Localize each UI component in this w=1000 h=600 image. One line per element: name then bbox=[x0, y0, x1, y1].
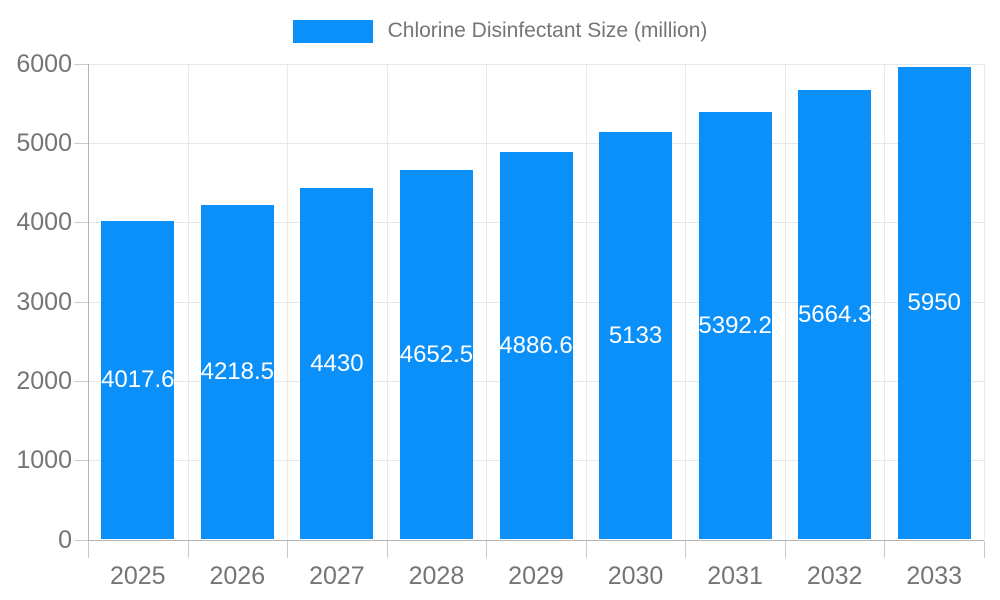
y-axis-line bbox=[88, 63, 89, 540]
x-axis-label-2026: 2026 bbox=[209, 562, 266, 590]
x-axis-tick bbox=[287, 540, 289, 558]
gridline-x bbox=[585, 63, 587, 540]
x-axis-label-2032: 2032 bbox=[806, 562, 863, 590]
y-axis-tick bbox=[74, 380, 88, 382]
x-axis-tick bbox=[187, 540, 189, 558]
bar-value-label: 4017.6 bbox=[101, 366, 175, 394]
x-axis-label-2027: 2027 bbox=[309, 562, 365, 590]
gridline-x bbox=[187, 63, 189, 540]
bar-2031[interactable] bbox=[698, 111, 772, 540]
x-axis-label-2033: 2033 bbox=[906, 562, 963, 590]
y-axis-label: 0 bbox=[58, 525, 72, 554]
x-axis-tick bbox=[486, 540, 488, 558]
y-axis-tick bbox=[74, 539, 88, 541]
x-axis-label-2030: 2030 bbox=[607, 562, 664, 590]
bar-2029[interactable] bbox=[499, 151, 573, 540]
x-axis-tick bbox=[784, 540, 786, 558]
gridline-x bbox=[486, 63, 488, 540]
y-axis-label: 6000 bbox=[16, 49, 72, 78]
x-axis-label-2028: 2028 bbox=[408, 562, 465, 590]
gridline-x bbox=[386, 63, 388, 540]
x-axis-tick bbox=[88, 540, 89, 558]
gridline-x bbox=[685, 63, 687, 540]
gridline-x bbox=[784, 63, 786, 540]
bar-2027[interactable] bbox=[300, 188, 374, 540]
bar-value-label: 5392.2 bbox=[698, 311, 772, 339]
bar-2033[interactable] bbox=[897, 67, 971, 540]
x-axis-tick bbox=[386, 540, 388, 558]
x-axis-line bbox=[88, 539, 984, 541]
y-axis-label: 3000 bbox=[16, 287, 72, 316]
legend-label[interactable]: Chlorine Disinfectant Size (million) bbox=[387, 19, 708, 42]
gridline-x bbox=[884, 63, 886, 540]
x-axis-label-2025: 2025 bbox=[109, 562, 166, 590]
y-axis-label: 5000 bbox=[16, 128, 72, 157]
gridline-x bbox=[287, 63, 289, 540]
x-axis-label-2029: 2029 bbox=[508, 562, 564, 590]
bar-value-label: 4652.5 bbox=[399, 340, 474, 368]
y-axis-tick bbox=[74, 222, 88, 224]
y-axis-label: 1000 bbox=[16, 446, 72, 475]
legend: Chlorine Disinfectant Size (million) bbox=[0, 17, 1000, 45]
x-axis-tick bbox=[984, 540, 985, 558]
bar-value-label: 5950 bbox=[907, 289, 961, 317]
bar-value-label: 5133 bbox=[608, 321, 663, 349]
y-axis-tick bbox=[74, 460, 88, 462]
y-axis-tick bbox=[74, 301, 88, 303]
legend-swatch[interactable] bbox=[292, 19, 373, 43]
x-axis-tick bbox=[884, 540, 886, 558]
gridline-y-5000 bbox=[88, 142, 984, 144]
y-axis-label: 2000 bbox=[16, 366, 72, 395]
x-axis-label-2031: 2031 bbox=[707, 562, 763, 590]
x-axis-tick bbox=[685, 540, 687, 558]
bar-value-label: 4218.5 bbox=[200, 358, 275, 386]
bar-value-label: 5664.3 bbox=[797, 300, 872, 328]
y-axis-tick bbox=[74, 142, 88, 144]
bar-value-label: 4430 bbox=[310, 349, 364, 377]
bar-2032[interactable] bbox=[798, 90, 872, 540]
y-axis-label: 4000 bbox=[16, 208, 72, 237]
y-axis-tick bbox=[74, 63, 88, 65]
x-axis-tick bbox=[585, 540, 587, 558]
bar-value-label: 4886.6 bbox=[499, 331, 573, 359]
bar-2026[interactable] bbox=[200, 204, 274, 540]
bar-2030[interactable] bbox=[599, 132, 673, 540]
bar-2028[interactable] bbox=[399, 170, 473, 540]
gridline-x bbox=[984, 63, 985, 540]
gridline-y-6000 bbox=[88, 63, 984, 65]
bar-2025[interactable] bbox=[101, 220, 175, 540]
